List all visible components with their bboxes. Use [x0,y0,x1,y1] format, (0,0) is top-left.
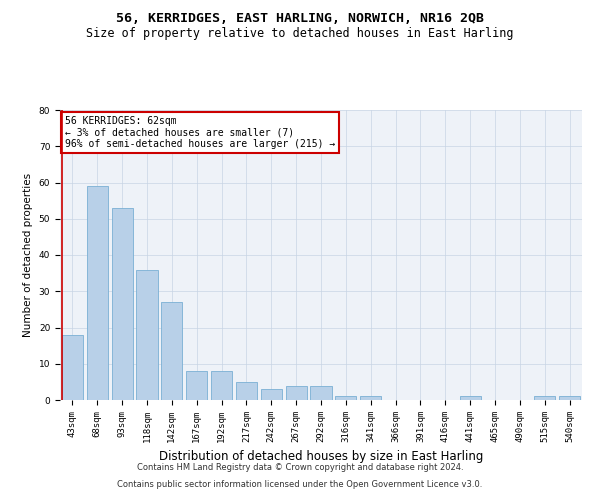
Bar [360,396,381,400]
X-axis label: Distribution of detached houses by size in East Harling: Distribution of detached houses by size … [159,450,483,464]
Bar [112,208,133,400]
Bar [87,186,108,400]
Bar [211,371,232,400]
Bar [261,389,282,400]
Bar [161,302,182,400]
Bar [136,270,158,400]
Bar [559,396,580,400]
Bar [335,396,356,400]
Bar [186,371,207,400]
Text: 56, KERRIDGES, EAST HARLING, NORWICH, NR16 2QB: 56, KERRIDGES, EAST HARLING, NORWICH, NR… [116,12,484,26]
Bar [460,396,481,400]
Bar [310,386,332,400]
Y-axis label: Number of detached properties: Number of detached properties [23,173,33,337]
Text: Contains public sector information licensed under the Open Government Licence v3: Contains public sector information licen… [118,480,482,489]
Text: Contains HM Land Registry data © Crown copyright and database right 2024.: Contains HM Land Registry data © Crown c… [137,464,463,472]
Bar [534,396,555,400]
Bar [62,335,83,400]
Bar [286,386,307,400]
Text: 56 KERRIDGES: 62sqm
← 3% of detached houses are smaller (7)
96% of semi-detached: 56 KERRIDGES: 62sqm ← 3% of detached hou… [65,116,335,149]
Bar [236,382,257,400]
Text: Size of property relative to detached houses in East Harling: Size of property relative to detached ho… [86,28,514,40]
